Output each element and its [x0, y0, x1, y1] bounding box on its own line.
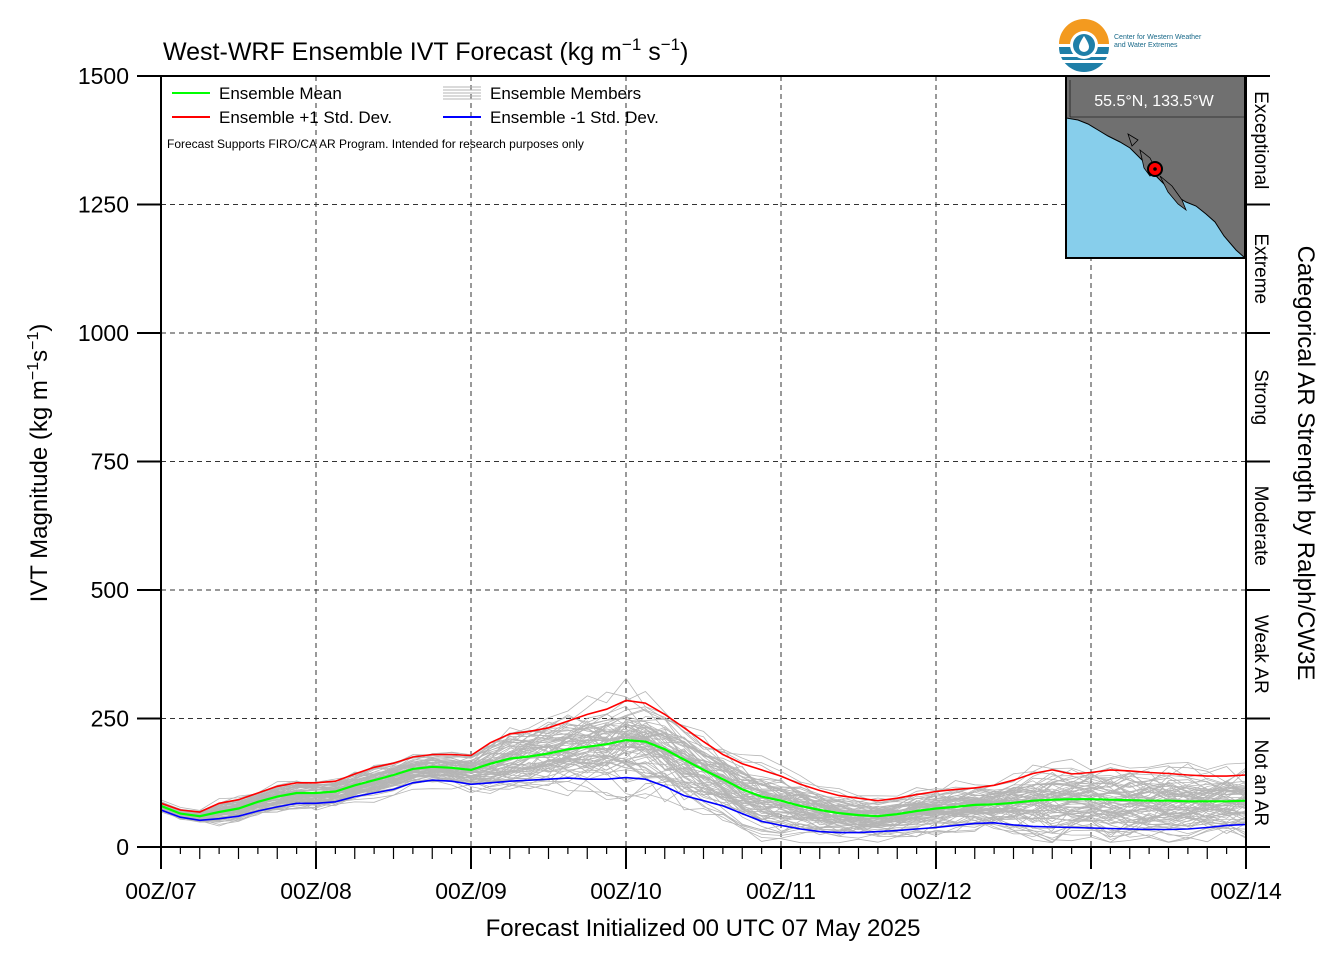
- legend-members-label: Ensemble Members: [490, 84, 641, 103]
- x-tick-label: 00Z/07: [125, 878, 197, 904]
- ensemble-member-line: [161, 718, 1246, 823]
- logo-line-1: Center for Western Weather: [1114, 34, 1202, 41]
- category-label: Extreme: [1250, 233, 1271, 304]
- y-tick-label: 750: [91, 449, 129, 475]
- legend-plus-sd-label: Ensemble +1 Std. Dev.: [219, 108, 392, 127]
- ensemble-member-line: [161, 727, 1246, 824]
- cw3e-logo: Center for Western Weather and Water Ext…: [1056, 18, 1246, 74]
- x-tick-label: 00Z/09: [435, 878, 507, 904]
- location-map: 55.5°N, 133.5°W: [1065, 75, 1246, 260]
- ensemble-member-lines: [161, 677, 1246, 844]
- research-note: Forecast Supports FIRO/CA AR Program. In…: [167, 137, 584, 151]
- category-label: Exceptional: [1250, 91, 1271, 189]
- category-axis: Not an AR Weak AR Moderate Strong Extreme Exc…: [1246, 75, 1271, 848]
- ensemble-minus-sd-line: [161, 776, 1246, 834]
- y-tick-label: 1000: [78, 320, 129, 346]
- ensemble-series-lines: [161, 699, 1246, 834]
- category-label: Strong: [1250, 369, 1271, 425]
- category-label: Not an AR: [1250, 739, 1271, 826]
- x-tick-label: 00Z/11: [746, 878, 816, 904]
- y-axis-title: IVT Magnitude (kg m−1s−1): [25, 324, 53, 603]
- legend-members-swatch: [443, 86, 481, 100]
- ensemble-member-line: [161, 760, 1246, 838]
- ensemble-member-line: [161, 773, 1246, 843]
- map-frame: [1065, 75, 1246, 259]
- y-tick-label: 1250: [78, 192, 129, 218]
- y-tick-label: 250: [91, 706, 129, 732]
- ensemble-member-line: [161, 734, 1246, 823]
- category-axis-title: Categorical AR Strength by Ralph/CW3E: [1292, 246, 1319, 681]
- y-tick-label: 500: [91, 577, 129, 603]
- map-location-label: 55.5°N, 133.5°W: [1094, 93, 1214, 110]
- legend: Ensemble Mean Ensemble +1 Std. Dev. Ense…: [167, 84, 659, 151]
- x-tick-label: 00Z/08: [280, 878, 352, 904]
- ensemble-mean-line: [161, 738, 1246, 818]
- x-tick-label: 00Z/14: [1210, 878, 1282, 904]
- category-label: Moderate: [1250, 486, 1271, 566]
- map-island: [1127, 133, 1139, 147]
- legend-mean-label: Ensemble Mean: [219, 84, 342, 103]
- location-marker-center: [1153, 167, 1157, 171]
- x-tick-label: 00Z/10: [590, 878, 662, 904]
- chart-title: West-WRF Ensemble IVT Forecast (kg m−1 s…: [163, 35, 688, 66]
- ensemble-member-line: [161, 728, 1246, 826]
- logo-line-2: and Water Extremes: [1114, 42, 1178, 49]
- x-tick-label: 00Z/12: [900, 878, 972, 904]
- y-tick-label: 0: [116, 834, 129, 860]
- x-tick-label: 00Z/13: [1055, 878, 1127, 904]
- cw3e-logo-text: Center for Western Weather and Water Ext…: [1114, 34, 1201, 50]
- cw3e-logo-icon: [1059, 19, 1109, 72]
- x-axis-title: Forecast Initialized 00 UTC 07 May 2025: [486, 915, 921, 942]
- ensemble-member-line: [161, 736, 1246, 831]
- map-island: [1159, 175, 1187, 212]
- ensemble-plus-sd-line: [161, 699, 1246, 813]
- legend-minus-sd-label: Ensemble -1 Std. Dev.: [490, 108, 659, 127]
- category-label: Weak AR: [1250, 615, 1271, 694]
- ensemble-member-line: [161, 772, 1246, 844]
- y-axis: 0 250 500 750 1000 1250 1500: [78, 63, 161, 860]
- y-tick-label: 1500: [78, 63, 129, 89]
- x-axis: 00Z/07 00Z/08 00Z/09 00Z/10 00Z/11 00Z/12 00Z/…: [125, 847, 1282, 904]
